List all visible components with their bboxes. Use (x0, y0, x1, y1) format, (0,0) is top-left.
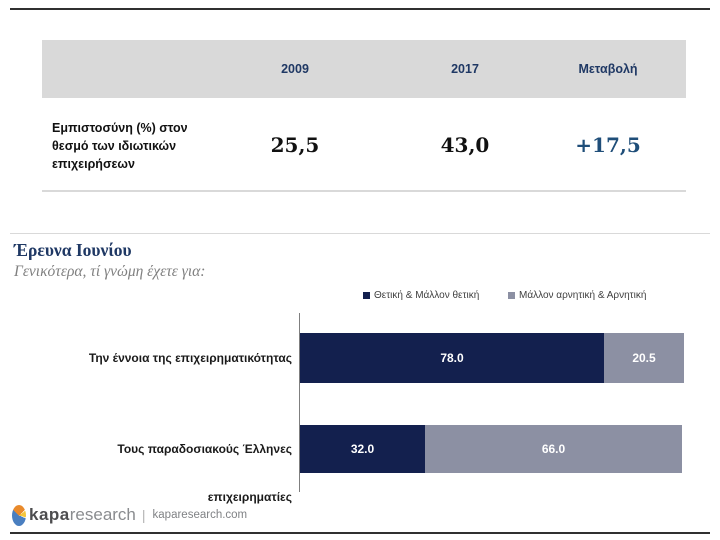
table-row-label: Εμπιστοσύνη (%) στον θεσμό των ιδιωτικών… (52, 119, 252, 173)
table-column-2009: 2009 (281, 62, 309, 76)
table-row-label-line3: επιχειρήσεων (52, 157, 135, 171)
bar1-negative-segment: 20.5 (604, 333, 684, 383)
category-label-1: Την έννοια της επιχειρηματικότητας (88, 351, 292, 365)
legend-item-negative: Μάλλον αρνητική & Αρνητική (508, 290, 646, 301)
legend-label-positive: Θετική & Μάλλον θετική (374, 290, 480, 301)
bar-row-1: 78.0 20.5 (300, 333, 684, 383)
logo-text-light: research (69, 505, 136, 524)
table-header-band (42, 40, 686, 98)
kapa-logo-mark-icon (12, 504, 26, 526)
legend-label-negative: Μάλλον αρνητική & Αρνητική (519, 290, 647, 301)
legend-swatch-negative-icon (508, 292, 515, 299)
logo-text-bold: kapa (29, 505, 70, 524)
footer-url: kaparesearch.com (152, 509, 248, 521)
bar2-negative-segment: 66.0 (425, 425, 682, 473)
legend-swatch-positive-icon (363, 292, 370, 299)
bar-row-2: 32.0 66.0 (300, 425, 682, 473)
table-row-label-line2: θεσμό των ιδιωτικών (52, 139, 177, 153)
bar1-positive-value: 78.0 (440, 351, 464, 365)
table-bottom-divider (42, 190, 686, 192)
bar1-negative-value: 20.5 (632, 351, 656, 365)
legend-item-positive: Θετική & Μάλλον θετική (363, 290, 479, 301)
chart-axis-line (299, 313, 300, 492)
value-2017: 43,0 (440, 133, 490, 157)
section-title: Έρευνα Ιουνίου (14, 240, 132, 260)
bar2-positive-segment: 32.0 (300, 425, 425, 473)
value-2009: 25,5 (270, 133, 320, 157)
section-divider (10, 233, 710, 234)
category-label-2: Τους παραδοσιακούς Έλληνες επιχειρηματίε… (117, 442, 292, 504)
bar1-positive-segment: 78.0 (300, 333, 604, 383)
bar2-negative-value: 66.0 (541, 442, 566, 456)
table-column-change: Μεταβολή (578, 62, 638, 76)
bar2-positive-value: 32.0 (350, 442, 375, 456)
bottom-rule (10, 532, 710, 534)
value-change: +17,5 (575, 133, 641, 157)
footer: kapa research | kaparesearch.com (12, 501, 247, 529)
table-column-2017: 2017 (451, 62, 479, 76)
top-rule (10, 8, 710, 10)
section-subtitle: Γενικότερα, τί γνώμη έχετε για: (14, 263, 206, 280)
table-row-label-line1: Εμπιστοσύνη (%) στον (52, 121, 188, 135)
logo-separator: | (141, 507, 146, 523)
